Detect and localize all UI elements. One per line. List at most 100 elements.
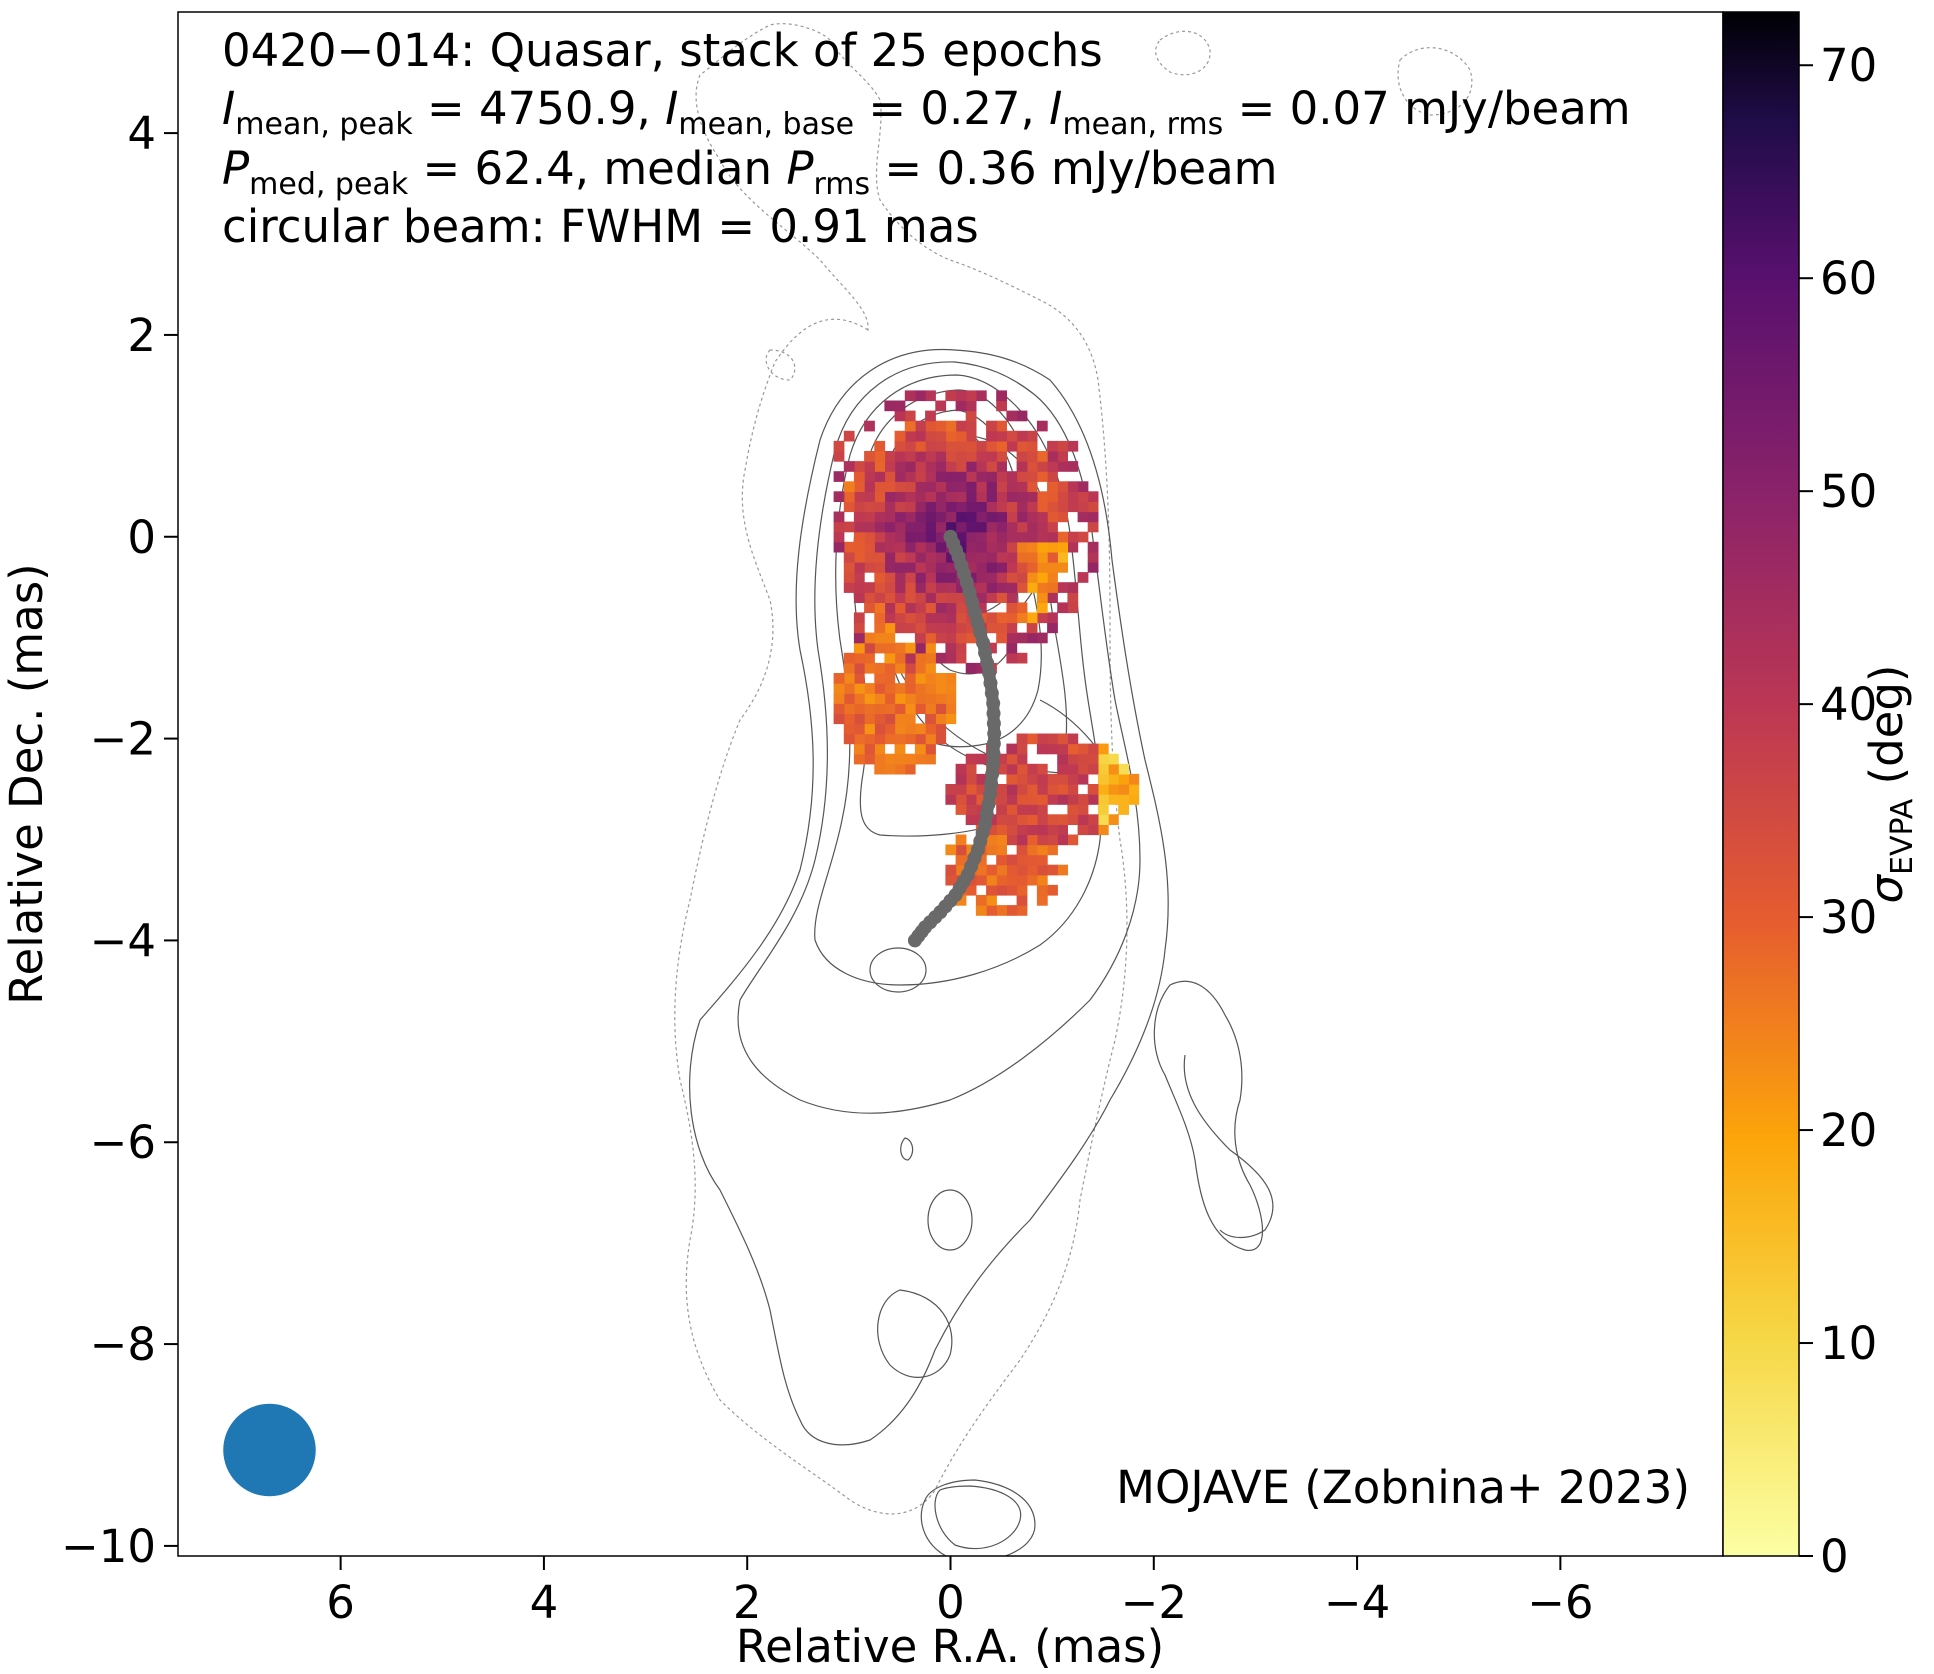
y-tick-label: 0 — [127, 511, 156, 564]
evpa-pixel — [874, 562, 886, 573]
evpa-pixel — [894, 562, 906, 573]
evpa-pixel — [914, 461, 926, 472]
evpa-pixel — [843, 582, 855, 593]
evpa-pixel — [1026, 461, 1038, 472]
evpa-pixel — [864, 420, 875, 432]
evpa-pixel — [853, 662, 865, 674]
evpa-pixel — [1036, 612, 1048, 624]
evpa-pixel — [975, 784, 987, 795]
evpa-pixel — [904, 592, 916, 603]
evpa-pixel — [935, 501, 947, 513]
annotation-polarization: Pmed, peak = 62.4, median Prms = 0.36 mJ… — [222, 142, 1278, 202]
colorbar-label: σEVPA (deg) — [1860, 665, 1920, 904]
evpa-pixel — [1047, 622, 1058, 634]
evpa-pixel — [843, 673, 855, 684]
evpa-pixel — [1097, 814, 1109, 825]
evpa-pixel — [884, 683, 896, 694]
x-tick-label: −4 — [1324, 1576, 1390, 1629]
evpa-pixel — [864, 642, 875, 654]
evpa-pixel — [904, 673, 916, 684]
lowest-contour-dotted — [674, 23, 1473, 1515]
evpa-pixel — [864, 562, 875, 573]
evpa-pixel — [874, 723, 886, 735]
evpa-pixel — [955, 784, 967, 795]
evpa-pixel — [965, 622, 977, 634]
evpa-pixel — [833, 491, 845, 502]
evpa-pixel — [1026, 511, 1038, 523]
evpa-pixel — [1047, 551, 1058, 563]
evpa-pixel — [864, 501, 875, 513]
evpa-pixel — [1067, 814, 1079, 825]
evpa-pixel — [1016, 864, 1028, 876]
evpa-pixel — [1108, 763, 1119, 775]
evpa-pixel — [996, 541, 1007, 553]
evpa-pixel — [894, 471, 906, 482]
evpa-pixel — [853, 612, 865, 624]
evpa-pixel — [1026, 763, 1038, 775]
evpa-pixel — [884, 733, 896, 745]
evpa-pixel — [925, 572, 936, 583]
evpa-pixel — [874, 632, 886, 644]
evpa-pixel — [935, 551, 947, 563]
evpa-pixel — [894, 491, 906, 502]
evpa-pixel — [1026, 804, 1038, 815]
evpa-pixel — [1016, 511, 1028, 523]
evpa-pixel — [884, 592, 896, 603]
evpa-pixel — [1016, 905, 1028, 916]
evpa-pixel — [1036, 541, 1048, 553]
evpa-pixel — [975, 794, 987, 805]
evpa-pixel — [1047, 521, 1058, 533]
ridge-point — [987, 726, 1002, 741]
evpa-pixel — [955, 531, 967, 543]
evpa-pixel — [864, 733, 875, 745]
evpa-pixel — [965, 551, 977, 563]
plot-annotations: 0420−014: Quasar, stack of 25 epochs Ime… — [222, 24, 1690, 1514]
evpa-pixel — [843, 481, 855, 492]
evpa-pixel — [1006, 864, 1018, 876]
evpa-pixel — [1006, 794, 1018, 805]
evpa-pixel — [1067, 784, 1079, 795]
evpa-pixel — [935, 693, 947, 704]
evpa-pixel — [914, 420, 926, 432]
evpa-pixel — [965, 471, 977, 482]
evpa-pixel — [935, 430, 947, 442]
evpa-pixel — [843, 562, 855, 573]
evpa-pixel — [1097, 794, 1109, 805]
evpa-pixel — [935, 491, 947, 502]
evpa-pixel — [1026, 733, 1038, 745]
evpa-pixel — [904, 551, 916, 563]
evpa-pixel — [986, 481, 997, 492]
colorbar-tick-label: 50 — [1820, 465, 1877, 518]
evpa-pixel — [925, 491, 936, 502]
evpa-pixel — [996, 521, 1007, 533]
evpa-pixel — [874, 501, 886, 513]
evpa-pixel — [996, 440, 1007, 452]
evpa-pixel — [1047, 531, 1058, 543]
evpa-pixel — [843, 551, 855, 563]
evpa-pixel — [1036, 824, 1048, 836]
evpa-pixel — [965, 662, 977, 674]
evpa-pixel — [853, 461, 865, 472]
evpa-pixel — [894, 693, 906, 704]
evpa-pixel — [833, 531, 845, 543]
evpa-pixel — [925, 632, 936, 644]
evpa-pixel — [1016, 521, 1028, 533]
evpa-pixel — [1067, 541, 1079, 553]
evpa-pixel — [955, 461, 967, 472]
evpa-pixel — [925, 743, 936, 755]
evpa-pixel — [965, 814, 977, 825]
evpa-pixel — [965, 400, 977, 412]
evpa-pixel — [914, 481, 926, 492]
evpa-pixel — [1057, 481, 1068, 492]
evpa-pixel — [955, 521, 967, 533]
ridge-point — [986, 746, 1001, 761]
evpa-pixel — [1057, 753, 1068, 765]
evpa-pixel — [1026, 864, 1038, 876]
evpa-pixel — [1067, 461, 1079, 472]
evpa-pixel — [955, 895, 967, 906]
evpa-pixel — [975, 451, 987, 462]
evpa-pixel — [874, 673, 886, 684]
evpa-pixel — [996, 884, 1007, 896]
evpa-pixel — [874, 481, 886, 492]
